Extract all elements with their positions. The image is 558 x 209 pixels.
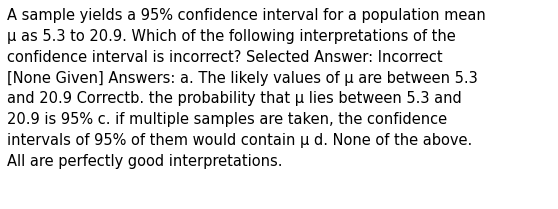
- Text: A sample yields a 95% confidence interval for a population mean
μ as 5.3 to 20.9: A sample yields a 95% confidence interva…: [7, 8, 486, 169]
